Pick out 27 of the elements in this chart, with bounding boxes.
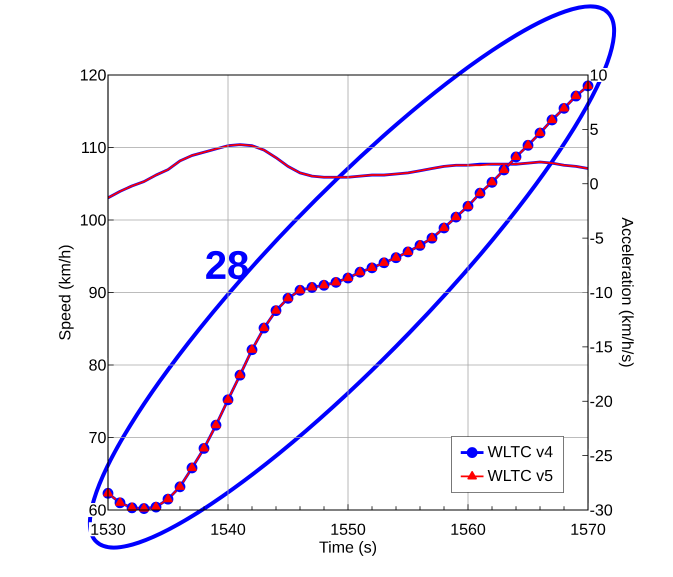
y2-tick-label: -30 <box>590 504 612 516</box>
legend-label: WLTC v4 <box>488 446 553 458</box>
x-axis-title: Time (s) <box>319 540 376 556</box>
annotation: 28 <box>206 250 248 280</box>
y-axis-title: Speed (km/h) <box>58 246 74 340</box>
x-tick-label: 1570 <box>571 524 606 535</box>
y2-axis-title: Acceleration (km/h/s) <box>618 217 634 367</box>
x-tick-label: 1540 <box>211 524 246 535</box>
y-tick-label: 120 <box>80 69 106 81</box>
x-tick-label: 1560 <box>451 524 486 535</box>
y2-tick-label: -5 <box>590 232 604 244</box>
legend-label: WLTC v5 <box>488 470 552 482</box>
y2-tick-label: -25 <box>590 450 612 462</box>
y-tick-label: 90 <box>89 286 106 298</box>
x-tick-label: 1550 <box>331 524 366 535</box>
y-tick-label: 80 <box>89 359 106 371</box>
y2-tick-label: 5 <box>590 124 598 135</box>
y2-tick-label: 10 <box>590 69 607 81</box>
y2-tick-label: -20 <box>590 396 612 407</box>
y-tick-label: 60 <box>89 504 106 516</box>
y-tick-label: 70 <box>89 432 106 444</box>
y2-tick-label: 0 <box>590 178 598 190</box>
y-tick-label: 100 <box>80 214 106 226</box>
y2-tick-label: -10 <box>590 286 612 298</box>
y-tick-label: 110 <box>82 142 106 154</box>
y2-tick-label: -15 <box>590 341 612 352</box>
x-tick-label: 1530 <box>91 524 126 535</box>
